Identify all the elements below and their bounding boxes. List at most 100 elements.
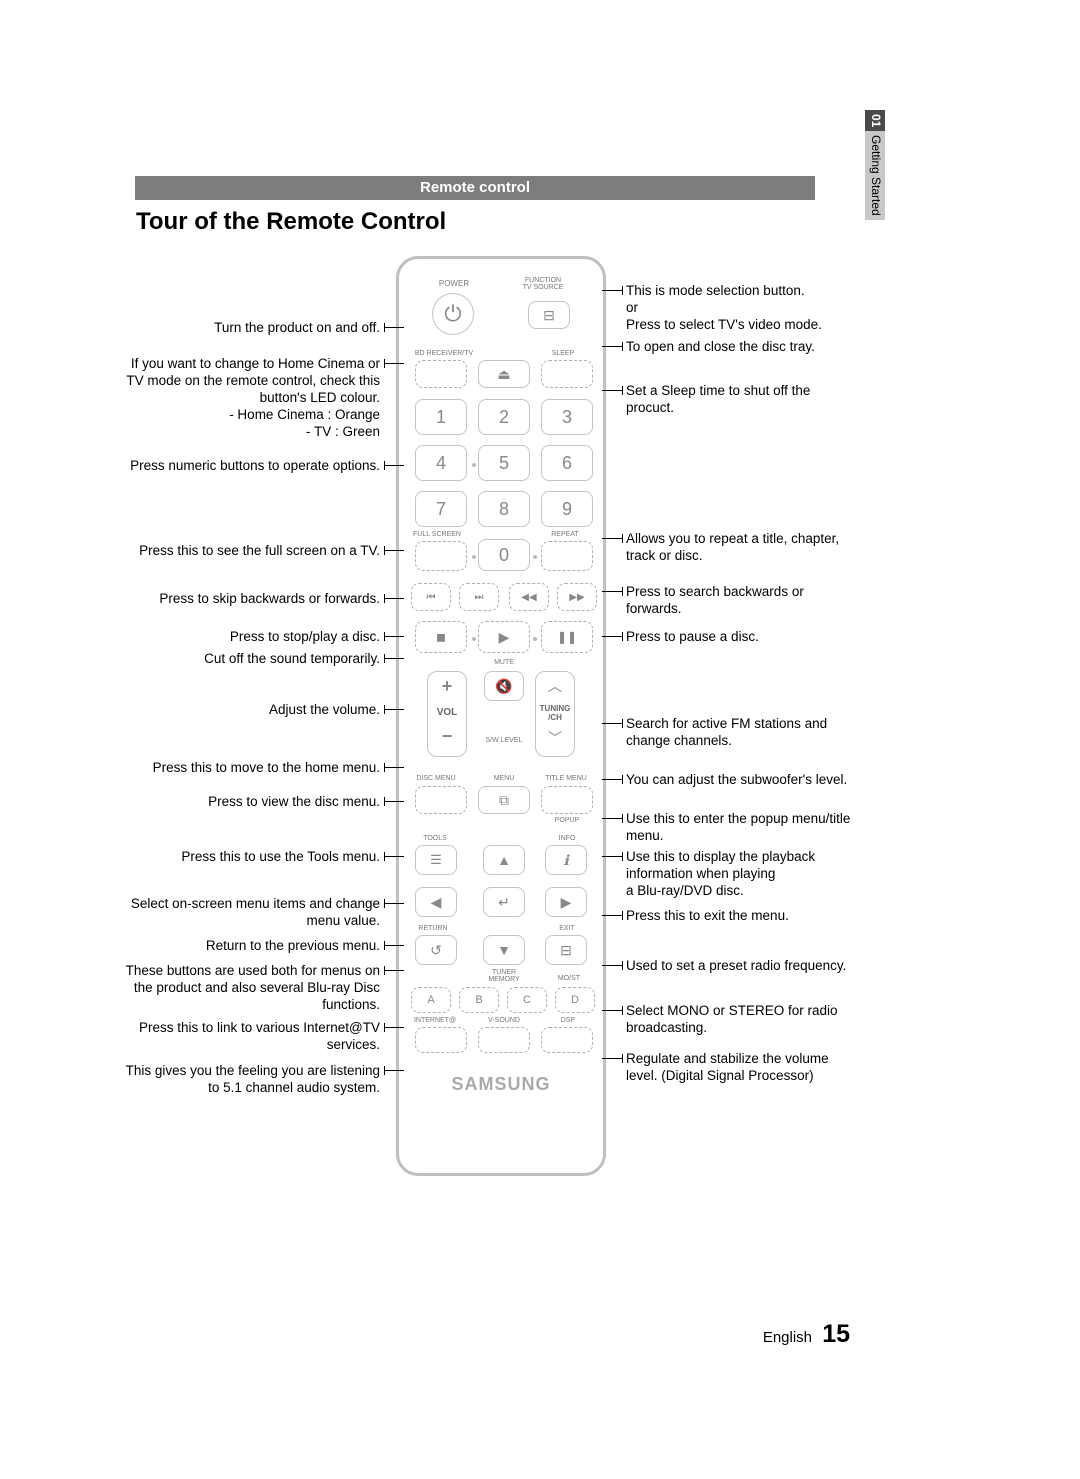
label-return: RETURN [411, 925, 455, 932]
callout-left: Cut off the sound temporarily. [120, 651, 380, 668]
callout-left: Press to stop/play a disc. [120, 629, 380, 646]
ff-button[interactable]: ▶▶ [557, 583, 597, 611]
callout-right: Set a Sleep time to shut off the procuct… [626, 383, 856, 417]
dsp-button[interactable] [541, 1027, 593, 1053]
label-fullscreen: FULL SCREEN [407, 531, 467, 538]
enter-button[interactable]: ↵ [483, 887, 525, 917]
callout-right: Select MONO or STEREO for radio broadcas… [626, 1003, 856, 1037]
vsound-button[interactable] [478, 1027, 530, 1053]
num-1[interactable]: 1 [415, 399, 467, 435]
repeat-button[interactable] [541, 541, 593, 571]
callout-left: Press to view the disc menu. [120, 794, 380, 811]
callout-left: Press numeric buttons to operate options… [120, 458, 380, 475]
label-internet: INTERNET@ [407, 1017, 463, 1024]
discmenu-button[interactable] [415, 786, 467, 814]
label-repeat: REPEAT [545, 531, 585, 538]
dot [472, 555, 476, 559]
num-3[interactable]: 3 [541, 399, 593, 435]
mute-button[interactable]: 🔇 [484, 671, 524, 701]
info-button[interactable]: ℹ [545, 845, 587, 875]
titlemenu-button[interactable] [541, 786, 593, 814]
num-0[interactable]: 0 [478, 539, 530, 571]
btn-c[interactable]: C [507, 987, 547, 1013]
dpad-down[interactable]: ▼ [483, 935, 525, 965]
btn-d[interactable]: D [555, 987, 595, 1013]
label-most: MO/ST [551, 975, 587, 982]
label-menu: MENU [482, 775, 526, 782]
return-button[interactable]: ↺ [415, 935, 457, 965]
sleep-button[interactable] [541, 360, 593, 388]
callout-left: Adjust the volume. [120, 702, 380, 719]
dot [533, 637, 537, 641]
callout-right: Used to set a preset radio frequency. [626, 958, 856, 975]
prev-button[interactable]: ⏮ [411, 583, 451, 611]
internet-button[interactable] [415, 1027, 467, 1053]
footer-lang: English [763, 1329, 812, 1346]
callout-right: Search for active FM stations and change… [626, 716, 856, 750]
fullscreen-button[interactable] [415, 541, 467, 571]
num-5[interactable]: 5 [478, 445, 530, 481]
stop-button[interactable]: ◼ [415, 621, 467, 653]
num-2[interactable]: 2 [478, 399, 530, 435]
callout-left: Press this to move to the home menu. [120, 760, 380, 777]
callout-right: Press to search backwards or forwards. [626, 584, 856, 618]
receiver-button[interactable] [415, 360, 467, 388]
tools-button[interactable]: ☰ [415, 845, 457, 875]
dot [472, 637, 476, 641]
num-4[interactable]: 4 [415, 445, 467, 481]
num-9[interactable]: 9 [541, 491, 593, 527]
label-tuning: TUNING /CH [536, 704, 574, 722]
callout-right: Regulate and stabilize the volume level.… [626, 1051, 856, 1085]
label-popup: POPUP [547, 817, 587, 824]
eject-button[interactable]: ⏏ [478, 360, 530, 388]
vol-rocker[interactable]: + VOL − [427, 671, 467, 757]
num-8[interactable]: 8 [478, 491, 530, 527]
callout-right: Use this to enter the popup menu/title m… [626, 811, 856, 845]
label-tuner: TUNER MEMORY [482, 969, 526, 983]
callout-left: Press this to see the full screen on a T… [120, 543, 380, 560]
dpad-up[interactable]: ▲ [483, 845, 525, 875]
dpad-left[interactable]: ◀ [415, 887, 457, 917]
menu-button[interactable]: ⧉ [478, 786, 530, 814]
callout-left: Press this to use the Tools menu. [120, 849, 380, 866]
vol-plus-icon: + [428, 676, 466, 697]
callout-right: Press to pause a disc. [626, 629, 856, 646]
tab-number: 01 [865, 110, 885, 131]
label-swlevel: S/W LEVEL [477, 737, 531, 744]
callout-left: Press to skip backwards or forwards. [120, 591, 380, 608]
callout-left: Select on-screen menu items and change m… [120, 896, 380, 930]
dot [533, 555, 537, 559]
callout-left: These buttons are used both for menus on… [120, 963, 380, 1014]
callout-right: Press this to exit the menu. [626, 908, 856, 925]
pause-button[interactable]: ❚❚ [541, 621, 593, 653]
section-heading-bar: Remote control [135, 176, 815, 200]
brand-logo: SAMSUNG [399, 1074, 603, 1095]
callout-right: This is mode selection button. or Press … [626, 283, 856, 334]
callout-left: Press this to link to various Internet@T… [120, 1020, 380, 1054]
num-6[interactable]: 6 [541, 445, 593, 481]
play-button[interactable]: ▶ [478, 621, 530, 653]
label-info: INFO [547, 835, 587, 842]
source-button[interactable]: ⊟ [528, 301, 570, 329]
btn-b[interactable]: B [459, 987, 499, 1013]
label-vsound: V-SOUND [482, 1017, 526, 1024]
rew-button[interactable]: ◀◀ [509, 583, 549, 611]
label-mute: MUTE [482, 659, 526, 666]
remote-diagram: POWER FUNCTION TV SOURCE ⏻ ⊟ BD RECEIVER… [396, 256, 606, 1176]
footer-page-num: 15 [822, 1320, 850, 1348]
num-7[interactable]: 7 [415, 491, 467, 527]
label-discmenu: DISC MENU [409, 775, 463, 782]
tab-label: Getting Started [865, 131, 885, 220]
up-icon: ︿ [536, 676, 574, 696]
dpad-right[interactable]: ▶ [545, 887, 587, 917]
tuning-rocker[interactable]: ︿ TUNING /CH ﹀ [535, 671, 575, 757]
label-dsp: DSP [553, 1017, 583, 1024]
callout-right: Use this to display the playback informa… [626, 849, 856, 900]
next-button[interactable]: ⏭ [459, 583, 499, 611]
callout-left: Return to the previous menu. [120, 938, 380, 955]
label-function: FUNCTION TV SOURCE [513, 277, 573, 291]
exit-button[interactable]: ⊟ [545, 935, 587, 965]
btn-a[interactable]: A [411, 987, 451, 1013]
power-button[interactable]: ⏻ [432, 293, 474, 335]
down-icon: ﹀ [536, 728, 574, 748]
